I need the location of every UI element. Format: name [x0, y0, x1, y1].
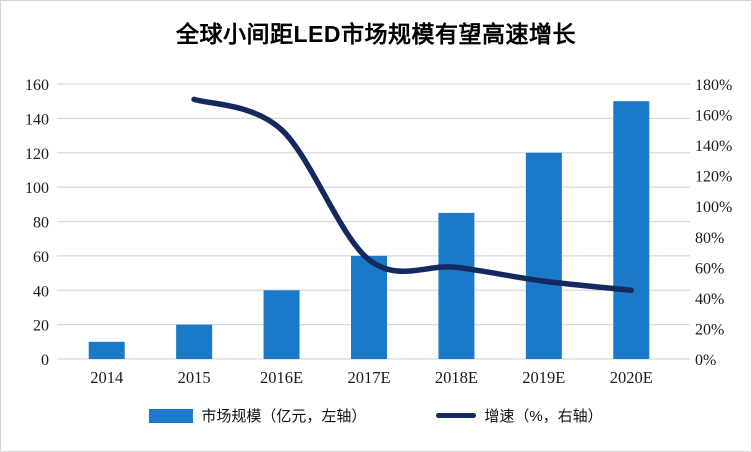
bar-2018E: [438, 212, 475, 359]
left-axis-tick-label: 20: [33, 318, 49, 335]
right-axis-tick-label: 0%: [695, 352, 716, 369]
legend-item-market-size: 市场规模（亿元，左轴）: [149, 405, 366, 426]
bar-2015: [176, 324, 213, 359]
legend-item-growth-rate: 增速（%，右轴）: [436, 405, 603, 426]
bar-series-label: 市场规模（亿元，左轴）: [201, 408, 367, 425]
growth-rate-line: [191, 96, 635, 294]
left-axis-tick-label: 80: [33, 215, 49, 232]
line-series-swatch: [436, 413, 477, 418]
right-axis-tick-label: 160%: [695, 108, 732, 125]
x-axis-label-2018E: 2018E: [435, 368, 478, 387]
x-axis-label-2017E: 2017E: [347, 368, 390, 387]
left-axis-tick-label: 140: [25, 111, 49, 128]
bar-2016E: [263, 290, 300, 359]
bar-2019E: [525, 152, 562, 359]
right-axis-tick-label: 100%: [695, 199, 732, 216]
chart-legend: 市场规模（亿元，左轴） 增速（%，右轴）: [1, 405, 751, 426]
x-axis-label-2014: 2014: [90, 368, 123, 387]
right-axis-tick-label: 20%: [695, 321, 724, 338]
left-axis-tick-label: 120: [25, 146, 49, 163]
x-axis-label-2016E: 2016E: [260, 368, 303, 387]
right-axis-tick-label: 120%: [695, 169, 732, 186]
bar-2017E: [351, 255, 387, 359]
left-axis-tick-label: 0: [41, 352, 49, 369]
left-axis-tick-label: 40: [33, 283, 49, 300]
right-axis-tick-label: 140%: [695, 138, 732, 155]
x-axis-label-2019E: 2019E: [522, 368, 565, 387]
chart-plot-area: 0 20 40 60 80 100 120 140 160 0% 20% 40% 60% 80% 100% 1…: [25, 77, 732, 387]
line-series-label: 增速（%，右轴）: [484, 408, 603, 425]
right-axis-tick-label: 180%: [695, 77, 732, 94]
bar-series-swatch: [149, 408, 194, 423]
bar-2020E: [613, 101, 650, 359]
x-axis-label-2015: 2015: [178, 368, 211, 387]
chart-title: 全球小间距LED市场规模有望高速增长: [176, 21, 576, 47]
right-axis-tick-label: 40%: [695, 291, 724, 308]
right-axis-tick-label: 60%: [695, 260, 724, 277]
left-axis-tick-label: 160: [25, 77, 49, 94]
bar-2014: [88, 341, 125, 359]
left-axis-tick-label: 100: [25, 180, 49, 197]
x-axis-label-2020E: 2020E: [610, 368, 653, 387]
left-axis-tick-label: 60: [33, 249, 49, 266]
right-axis-tick-label: 80%: [695, 230, 724, 247]
